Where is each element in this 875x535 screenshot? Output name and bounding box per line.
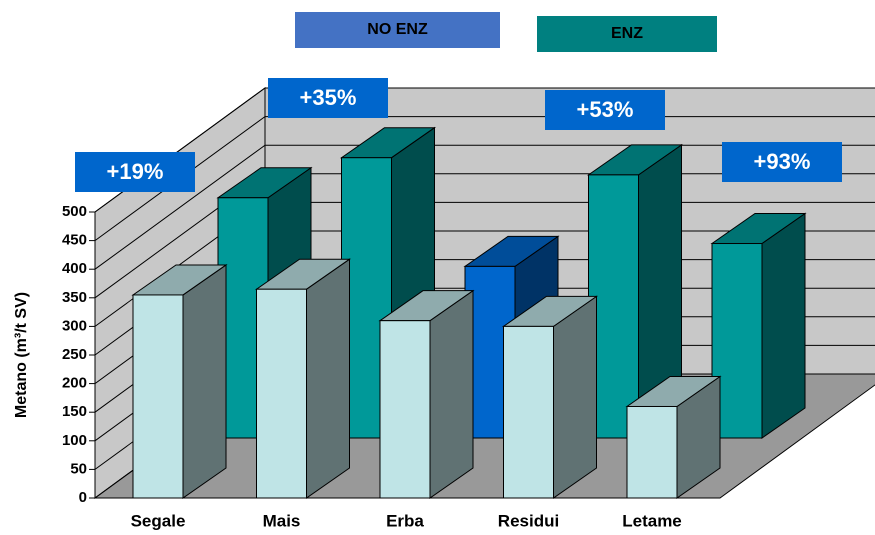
bar [586, 143, 684, 439]
bar-side [182, 263, 227, 499]
x-tick-label: Mais [263, 511, 301, 530]
bar-front [503, 325, 554, 499]
y-tick-label: 200 [62, 375, 87, 392]
bar [625, 375, 722, 499]
bar-side [553, 295, 597, 499]
bar [710, 212, 807, 439]
bar [378, 289, 475, 499]
y-tick-label: 0 [79, 489, 87, 506]
annotation: +35% [300, 85, 357, 110]
y-tick-label: 500 [62, 203, 87, 220]
y-tick-label: 450 [62, 232, 87, 249]
annotation-box [545, 90, 665, 130]
bar-side [761, 212, 806, 439]
bar-front [626, 405, 678, 499]
y-axis-title: Metano (m³/t SV) [13, 292, 30, 418]
annotation-box [268, 78, 388, 118]
annotation: +19% [107, 159, 164, 184]
y-tick-label: 350 [62, 289, 87, 306]
y-tick-label: 400 [62, 260, 87, 277]
x-tick-label: Letame [622, 511, 682, 530]
legend-label: ENZ [611, 25, 643, 42]
legend-swatch [295, 12, 500, 48]
y-tick-label: 50 [70, 460, 87, 477]
y-tick-label: 300 [62, 317, 87, 334]
grid-line [94, 116, 875, 242]
bar-front [256, 288, 307, 499]
annotation: +93% [754, 149, 811, 174]
x-tick-label: Segale [131, 511, 186, 530]
legend-swatch [537, 16, 717, 52]
y-tick-label: 100 [62, 432, 87, 449]
annotation: +53% [577, 97, 634, 122]
annotation-box [75, 152, 195, 192]
annotation-box [722, 142, 842, 182]
x-tick-label: Residui [498, 511, 559, 530]
bar [501, 295, 599, 499]
y-tick-label: 250 [62, 346, 87, 363]
bar-side [429, 289, 474, 499]
bar-front [132, 294, 184, 499]
x-tick-label: Erba [386, 511, 424, 530]
bar-side [306, 258, 350, 499]
bar-front [379, 320, 431, 499]
y-tick-label: 150 [62, 403, 87, 420]
bar [254, 258, 352, 499]
legend-label: NO ENZ [367, 21, 428, 38]
bar [131, 263, 228, 499]
